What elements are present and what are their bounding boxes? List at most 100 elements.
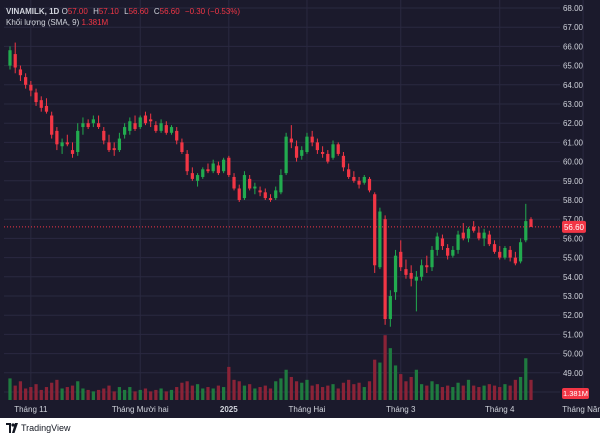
candle-body [388, 296, 392, 320]
price-tick-label: 63.00 [563, 100, 584, 109]
candle-body [237, 188, 241, 200]
candle-body [248, 178, 252, 189]
volume-bar [96, 389, 101, 400]
candle-body [211, 163, 215, 172]
candle-body [373, 194, 377, 266]
candle-body [221, 159, 226, 172]
volume-bar [388, 348, 392, 400]
volume-bar [393, 365, 398, 400]
price-tick-label: 68.00 [563, 4, 584, 13]
volume-bar [477, 387, 481, 400]
volume-bar [529, 379, 533, 400]
volume-bar [487, 384, 491, 400]
candle-body [399, 251, 403, 268]
candle-body [503, 248, 507, 258]
volume-bar [107, 385, 111, 400]
candlestick-chart[interactable]: 68.00 67.00 66.00 65.00 64.00 63.00 62.00 61.00… [0, 0, 600, 418]
volume-bar [232, 379, 236, 400]
candle-body [232, 176, 236, 189]
candle-body [331, 144, 335, 158]
legend-low: 56.60 [128, 7, 149, 16]
volume-bar [347, 379, 351, 400]
price-tick-label: 54.00 [563, 273, 584, 282]
chart-area[interactable]: 68.00 67.00 66.00 65.00 64.00 63.00 62.00 61.00… [0, 0, 600, 418]
candle-body [435, 236, 439, 250]
time-tick-label: Tháng Hai [289, 405, 326, 414]
volume-bar [461, 385, 465, 400]
candle-body [378, 211, 382, 268]
time-tick-label: Tháng 11 [14, 405, 48, 414]
candle-body [242, 175, 247, 199]
volume-bar [430, 381, 434, 400]
volume-bar [13, 385, 17, 400]
volume-bar [138, 389, 142, 400]
candle-body [425, 265, 429, 268]
candle-body [446, 248, 450, 256]
candle-body [34, 92, 38, 103]
legend-open-label: O [61, 7, 68, 16]
candle-body [258, 190, 262, 193]
volume-bar [164, 391, 168, 400]
candle-body [268, 198, 273, 200]
candle-body [29, 84, 33, 91]
candle-body [138, 117, 142, 128]
price-tick-label: 50.00 [563, 350, 584, 359]
volume-bar [263, 385, 267, 400]
candle-body [96, 123, 101, 128]
time-tick-label: Tháng 3 [386, 405, 416, 414]
legend-close-label: C [153, 7, 160, 16]
candle-body [253, 186, 257, 189]
candle-body [513, 257, 517, 264]
volume-bar [242, 385, 247, 400]
price-tick-label: 55.00 [563, 254, 584, 263]
tradingview-logo-icon [6, 423, 18, 433]
candle-body [357, 180, 361, 185]
legend-symbol: VINAMILK, 1D [6, 7, 60, 16]
legend-change: −0.30 (−0.53%) [184, 7, 241, 16]
volume-bar [102, 388, 106, 400]
price-tick-label: 64.00 [563, 81, 584, 90]
volume-bar [492, 385, 497, 400]
volume-bar [320, 387, 325, 400]
legend: VINAMILK, 1D O57.00 H57.10 L56.60 C56.60… [6, 6, 243, 28]
volume-bar [24, 388, 28, 400]
volume-bar [289, 376, 293, 400]
candle-body [91, 119, 95, 124]
volume-bar [503, 384, 507, 400]
candle-body [117, 138, 122, 151]
candle-body [320, 152, 325, 154]
volume-bar [169, 389, 174, 400]
footer: TradingView [0, 418, 600, 438]
legend-ohlc-row: VINAMILK, 1D O57.00 H57.10 L56.60 C56.60… [6, 6, 243, 17]
volume-bar [86, 389, 90, 400]
price-tick-label: 62.00 [563, 119, 584, 128]
legend-open: 57.00 [67, 7, 88, 16]
candle-body [18, 69, 23, 76]
candle-body [55, 130, 59, 145]
candle-body [305, 136, 309, 152]
candle-body [315, 142, 320, 151]
volume-bar [44, 387, 49, 400]
candle-body [383, 219, 387, 320]
candle-body [347, 169, 351, 177]
candle-body [44, 105, 49, 112]
candle-body [70, 150, 75, 154]
candle-body [414, 276, 418, 281]
candle-body [180, 142, 184, 152]
volume-bar [352, 384, 356, 400]
volume-bar [284, 369, 288, 400]
candle-body [279, 175, 283, 193]
candle-body [107, 142, 111, 151]
candle-body [508, 249, 512, 258]
volume-bar [29, 387, 33, 400]
price-tick-label: 58.00 [563, 196, 584, 205]
price-tick-label: 67.00 [563, 23, 584, 32]
candle-body [492, 244, 497, 252]
candle-body [430, 249, 434, 268]
time-tick-label: Tháng Mười hai [112, 405, 169, 414]
candle-body [13, 54, 17, 68]
candle-body [477, 232, 481, 239]
price-tick-label: 60.00 [563, 158, 584, 167]
candle-body [419, 265, 424, 277]
volume-bar [518, 376, 523, 400]
